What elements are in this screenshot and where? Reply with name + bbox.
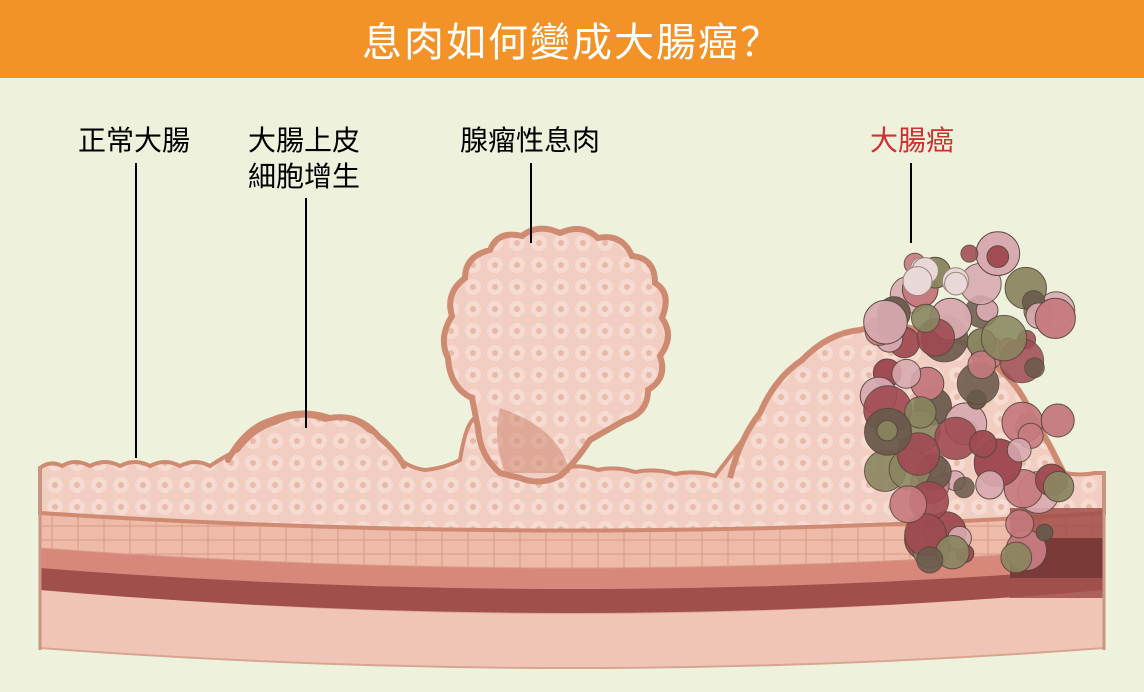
page-title: 息肉如何變成大腸癌？ xyxy=(362,10,782,68)
infographic-container: 息肉如何變成大腸癌？ xyxy=(0,0,1144,692)
label-stage1: 正常大腸 xyxy=(78,123,190,159)
diagram-area: 正常大腸 大腸上皮細胞增生 腺瘤性息肉 大腸癌 xyxy=(0,78,1144,692)
label-stage3: 腺瘤性息肉 xyxy=(460,123,600,159)
pointer-stage4 xyxy=(910,163,912,243)
label-stage2: 大腸上皮細胞增生 xyxy=(248,123,360,196)
pointer-stage3 xyxy=(530,163,532,243)
tissue-diagram xyxy=(0,78,1144,692)
title-bar: 息肉如何變成大腸癌？ xyxy=(0,0,1144,78)
pointer-stage1 xyxy=(135,163,137,458)
pointer-stage2 xyxy=(305,198,307,428)
label-stage4: 大腸癌 xyxy=(870,123,954,159)
